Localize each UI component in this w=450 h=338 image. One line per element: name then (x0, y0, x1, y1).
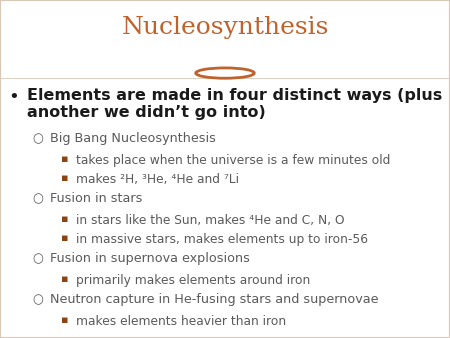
Text: Neutron capture in He-fusing stars and supernovae: Neutron capture in He-fusing stars and s… (50, 293, 379, 306)
Text: ○: ○ (33, 252, 44, 265)
Text: ▪: ▪ (62, 173, 69, 183)
Text: ▪: ▪ (62, 315, 69, 324)
Text: in stars like the Sun, makes ⁴He and C, N, O: in stars like the Sun, makes ⁴He and C, … (76, 214, 345, 227)
Text: in massive stars, makes elements up to iron-56: in massive stars, makes elements up to i… (76, 233, 369, 246)
Text: Nucleosynthesis: Nucleosynthesis (122, 16, 328, 39)
Text: ○: ○ (33, 192, 44, 205)
Circle shape (196, 68, 254, 78)
Text: ▪: ▪ (62, 233, 69, 243)
Text: ▪: ▪ (62, 274, 69, 284)
Text: takes place when the universe is a few minutes old: takes place when the universe is a few m… (76, 154, 391, 167)
Text: ▪: ▪ (62, 214, 69, 224)
Text: makes elements heavier than iron: makes elements heavier than iron (76, 315, 287, 328)
Text: Fusion in supernova explosions: Fusion in supernova explosions (50, 252, 250, 265)
Text: ○: ○ (33, 132, 44, 145)
Text: Big Bang Nucleosynthesis: Big Bang Nucleosynthesis (50, 132, 216, 145)
Text: •: • (8, 88, 19, 106)
Text: makes ²H, ³He, ⁴He and ⁷Li: makes ²H, ³He, ⁴He and ⁷Li (76, 173, 239, 186)
Text: Elements are made in four distinct ways (plus
another we didn’t go into): Elements are made in four distinct ways … (27, 88, 442, 120)
Text: ○: ○ (33, 293, 44, 306)
Text: primarily makes elements around iron: primarily makes elements around iron (76, 274, 311, 287)
Text: ▪: ▪ (62, 154, 69, 164)
Text: Fusion in stars: Fusion in stars (50, 192, 143, 205)
